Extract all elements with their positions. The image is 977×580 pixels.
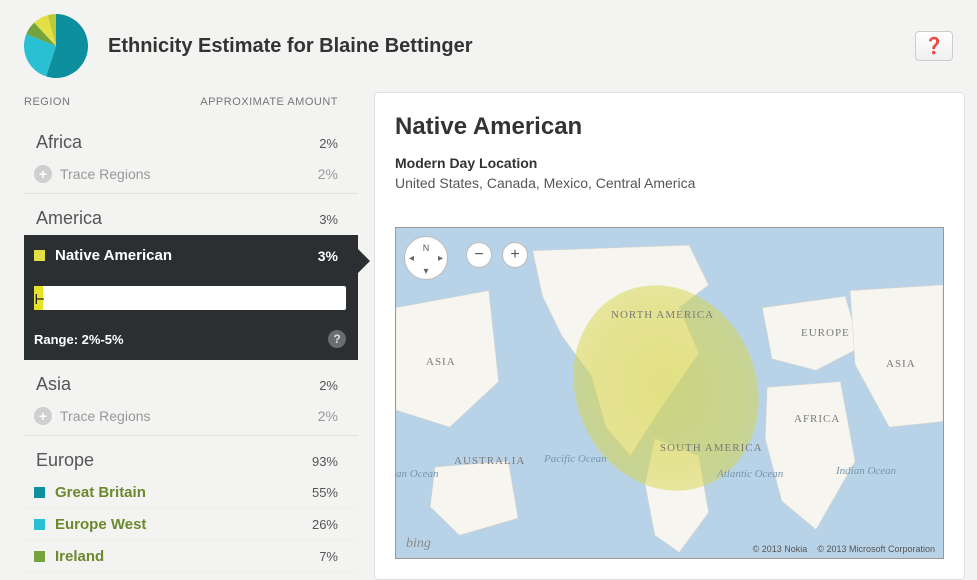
continent-label: Africa	[36, 132, 82, 153]
continent-asia[interactable]: Asia 2%	[24, 360, 358, 401]
column-headers: REGION APPROXIMATE AMOUNT	[24, 92, 358, 118]
color-swatch	[34, 250, 45, 261]
ethnicity-label: Great Britain	[55, 484, 146, 501]
bing-logo: bing	[406, 536, 431, 552]
page-title: Ethnicity Estimate for Blaine Bettinger	[108, 35, 915, 58]
ethnicity-pct: 3%	[318, 248, 338, 264]
ethnicity-label: Ireland	[55, 548, 104, 565]
continent-pct: 3%	[319, 212, 338, 227]
map-ocean-label: Atlantic Ocean	[717, 468, 783, 480]
col-amount: APPROXIMATE AMOUNT	[200, 96, 338, 108]
compass-left-icon: ◂	[409, 253, 414, 264]
ethnicity-label: Native American	[55, 247, 172, 264]
continent-pct: 2%	[319, 136, 338, 151]
map-continent-label: NORTH AMERICA	[611, 309, 714, 321]
ethnicity-pct: 55%	[312, 485, 338, 500]
color-swatch	[34, 551, 45, 562]
compass-down-icon: ▾	[423, 266, 428, 277]
detail-title: Native American	[395, 113, 944, 141]
plus-icon: +	[34, 407, 52, 425]
help-icon: ❓	[924, 36, 944, 56]
continent-europe[interactable]: Europe 93%	[24, 436, 358, 477]
map-ocean-label: Indian Ocean	[836, 465, 896, 477]
trace-pct: 2%	[318, 408, 338, 424]
trace-pct: 2%	[318, 166, 338, 182]
ethnicity-pct: 7%	[319, 549, 338, 564]
map-continent-label: ASIA	[886, 358, 916, 370]
zoom-out-button[interactable]: −	[466, 242, 492, 268]
ethnicity-row[interactable]: Great Britain 55%	[24, 477, 358, 509]
continent-africa[interactable]: Africa 2%	[24, 118, 358, 159]
continent-label: Asia	[36, 374, 71, 395]
map-continent-label: AUSTRALIA	[454, 455, 525, 467]
color-swatch	[34, 519, 45, 530]
detail-panel: Native American Modern Day Location Unit…	[374, 92, 965, 580]
trace-label: Trace Regions	[60, 408, 151, 424]
map-continent-label: SOUTH AMERICA	[660, 442, 763, 454]
map-continent-label: AFRICA	[794, 413, 840, 425]
continent-pct: 2%	[319, 378, 338, 393]
map[interactable]: N ◂ ▸ ▾ − + NORTH AMERICA EUROPE ASIA ASIA A…	[395, 227, 944, 559]
map-copyright: © 2013 Nokia © 2013 Microsoft Corporatio…	[753, 544, 935, 554]
zoom-in-button[interactable]: +	[502, 242, 528, 268]
compass-right-icon: ▸	[438, 253, 443, 264]
compass-n-icon: N	[423, 243, 430, 253]
compass-control[interactable]: N ◂ ▸ ▾	[404, 236, 448, 280]
map-continent-label: EUROPE	[801, 327, 850, 339]
ethnicity-label: Europe West	[55, 516, 146, 533]
pie-chart-icon	[24, 14, 88, 78]
trace-regions-asia[interactable]: + Trace Regions 2%	[24, 401, 358, 435]
trace-label: Trace Regions	[60, 166, 151, 182]
info-icon[interactable]: ?	[328, 330, 346, 348]
map-continent-label: ASIA	[426, 356, 456, 368]
trace-regions-africa[interactable]: + Trace Regions 2%	[24, 159, 358, 193]
range-bar: ⊢	[24, 276, 358, 320]
color-swatch	[34, 487, 45, 498]
header: Ethnicity Estimate for Blaine Bettinger …	[0, 0, 977, 92]
minus-icon: −	[474, 247, 483, 263]
plus-icon: +	[34, 165, 52, 183]
range-label: Range: 2%-5%	[34, 332, 124, 347]
map-ocean-label: an Ocean	[396, 468, 438, 480]
continent-america[interactable]: America 3%	[24, 194, 358, 235]
detail-subheader: Modern Day Location	[395, 155, 944, 171]
detail-locations: United States, Canada, Mexico, Central A…	[395, 175, 944, 191]
selected-ethnicity: Native American 3% ⊢ Range: 2%-5% ?	[24, 235, 358, 360]
continent-label: America	[36, 208, 102, 229]
ethnicity-row[interactable]: Ireland 7%	[24, 541, 358, 573]
ethnicity-pct: 26%	[312, 517, 338, 532]
help-button[interactable]: ❓	[915, 31, 953, 61]
region-sidebar: REGION APPROXIMATE AMOUNT Africa 2% + Tr…	[0, 92, 358, 580]
ethnicity-row-native-american[interactable]: Native American 3%	[24, 235, 358, 276]
continent-pct: 93%	[312, 454, 338, 469]
ethnicity-row[interactable]: Europe West 26%	[24, 509, 358, 541]
map-ocean-label: Pacific Ocean	[544, 453, 607, 465]
range-handle-icon: ⊢	[34, 289, 45, 308]
continent-label: Europe	[36, 450, 94, 471]
plus-icon: +	[510, 247, 519, 263]
col-region: REGION	[24, 96, 70, 108]
selection-arrow-icon	[358, 249, 370, 273]
